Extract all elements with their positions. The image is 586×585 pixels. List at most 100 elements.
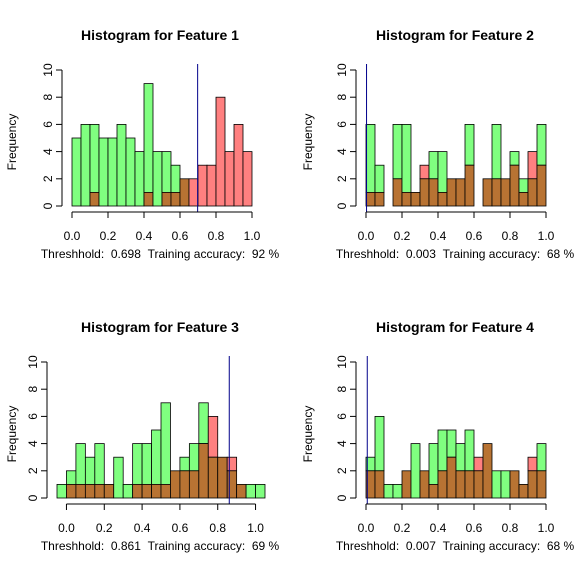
bar-class-a-1 xyxy=(365,124,376,193)
bar-overlap-8 xyxy=(428,178,439,207)
y-tick-label: 10 xyxy=(26,355,40,369)
bar-class-a-12 xyxy=(170,164,181,193)
chart-title: Histogram for Feature 4 xyxy=(376,319,534,335)
bar-class-a-20 xyxy=(536,443,547,472)
bar-overlap-8 xyxy=(428,483,439,499)
x-tick-label: 0.8 xyxy=(502,229,519,243)
bar-class-a-2 xyxy=(374,164,385,193)
y-tick-label: 8 xyxy=(26,386,40,393)
y-tick-label: 8 xyxy=(335,94,349,101)
caption-spacer xyxy=(141,539,148,553)
caption-spacer xyxy=(399,247,406,261)
y-tick-label: 2 xyxy=(335,175,349,182)
bar-overlap-11 xyxy=(161,191,172,207)
bar-overlap-18 xyxy=(217,456,228,499)
bar-class-b-15 xyxy=(197,164,208,207)
y-tick-label: 6 xyxy=(335,413,349,420)
bar-class-a-9 xyxy=(437,429,448,472)
bar-class-b-18 xyxy=(224,151,235,207)
bar-class-b-19 xyxy=(527,151,538,180)
bar-overlap-14 xyxy=(179,470,190,499)
x-tick-label: 0.0 xyxy=(358,521,375,535)
bar-overlap-12 xyxy=(170,191,181,207)
y-tick-label: 0 xyxy=(26,494,40,501)
bar-class-a-11 xyxy=(161,151,172,193)
x-tick-label: 0.6 xyxy=(172,521,189,535)
bar-class-b-7 xyxy=(419,164,430,180)
bar-class-a-4 xyxy=(84,456,96,485)
bar-class-a-2 xyxy=(374,415,385,472)
y-tick-label: 8 xyxy=(41,94,55,101)
bar-overlap-14 xyxy=(482,443,493,499)
bar-class-a-4 xyxy=(392,483,403,499)
caption-spacer xyxy=(436,539,443,553)
x-tick-label: 0.8 xyxy=(208,229,225,243)
x-tick-label: 0.2 xyxy=(394,521,411,535)
threshold-label: Threshhold: xyxy=(336,247,399,261)
y-tick-label: 10 xyxy=(335,355,349,369)
y-tick-label: 4 xyxy=(26,440,40,447)
bar-overlap-7 xyxy=(419,178,430,207)
bar-overlap-16 xyxy=(198,443,209,499)
bar-overlap-17 xyxy=(207,456,219,499)
y-axis-label: Frequency xyxy=(301,406,315,463)
threshold-value: 0.861 xyxy=(111,539,141,553)
x-tick-label: 1.0 xyxy=(244,229,261,243)
bar-overlap-3 xyxy=(75,483,86,499)
bar-overlap-5 xyxy=(94,483,105,499)
bar-class-a-11 xyxy=(455,443,466,472)
bar-overlap-9 xyxy=(437,470,448,499)
x-tick-label: 0.0 xyxy=(58,521,75,535)
bar-class-a-12 xyxy=(160,402,171,485)
y-tick-label: 8 xyxy=(335,386,349,393)
bar-class-a-1 xyxy=(71,137,82,207)
accuracy-value: 68 % xyxy=(547,539,575,553)
x-tick-label: 0.2 xyxy=(100,229,117,243)
bar-overlap-2 xyxy=(374,470,385,499)
bar-overlap-4 xyxy=(392,178,403,207)
y-axis-label: Frequency xyxy=(301,114,315,171)
caption-spacer xyxy=(540,247,547,261)
chart-caption: Threshhold: 0.861 Training accuracy: 69 … xyxy=(41,539,280,553)
bar-class-a-1 xyxy=(56,483,67,499)
chart-title: Histogram for Feature 3 xyxy=(81,319,239,335)
accuracy-value: 68 % xyxy=(547,247,575,261)
bar-class-a-17 xyxy=(509,151,520,166)
bar-class-a-9 xyxy=(143,83,154,193)
y-tick-label: 2 xyxy=(335,467,349,474)
x-tick-label: 0.4 xyxy=(134,521,151,535)
bar-class-a-12 xyxy=(464,429,475,472)
bar-overlap-12 xyxy=(464,470,475,499)
bar-class-a-16 xyxy=(198,402,209,444)
bar-overlap-15 xyxy=(188,470,200,499)
bar-class-a-10 xyxy=(446,429,457,458)
bar-class-a-9 xyxy=(437,151,448,193)
bar-overlap-13 xyxy=(179,178,190,207)
bar-overlap-20 xyxy=(536,470,547,499)
x-tick-label: 0.2 xyxy=(96,521,113,535)
chart-panel-1: Histogram for Feature 1 0 2 4 6 8 10 Frequency 0… xyxy=(5,27,280,261)
threshold-value: 0.698 xyxy=(111,247,141,261)
threshold-value: 0.003 xyxy=(406,247,436,261)
y-tick-label: 0 xyxy=(41,202,55,209)
bar-overlap-13 xyxy=(473,470,484,499)
bar-overlap-2 xyxy=(374,191,385,207)
accuracy-label: Training accuracy: xyxy=(148,247,246,261)
chart-caption: Threshhold: 0.007 Training accuracy: 68 … xyxy=(336,539,575,553)
bar-class-a-9 xyxy=(132,443,143,485)
caption-spacer xyxy=(104,539,111,553)
x-tick-label: 0.2 xyxy=(394,229,411,243)
chart-panel-2: Histogram for Feature 2 0 2 4 6 8 10 Frequency 0… xyxy=(301,27,575,261)
x-tick-label: 0.4 xyxy=(136,229,153,243)
bar-overlap-20 xyxy=(536,164,547,207)
y-tick-label: 4 xyxy=(335,440,349,447)
bar-class-a-3 xyxy=(89,124,100,193)
bar-class-a-16 xyxy=(500,470,511,499)
bar-class-a-4 xyxy=(98,137,109,207)
bar-class-b-13 xyxy=(473,456,484,472)
bar-overlap-17 xyxy=(509,164,520,207)
bar-overlap-5 xyxy=(401,470,412,499)
threshold-value: 0.007 xyxy=(406,539,436,553)
bar-overlap-5 xyxy=(401,191,412,207)
bar-overlap-2 xyxy=(66,483,77,499)
